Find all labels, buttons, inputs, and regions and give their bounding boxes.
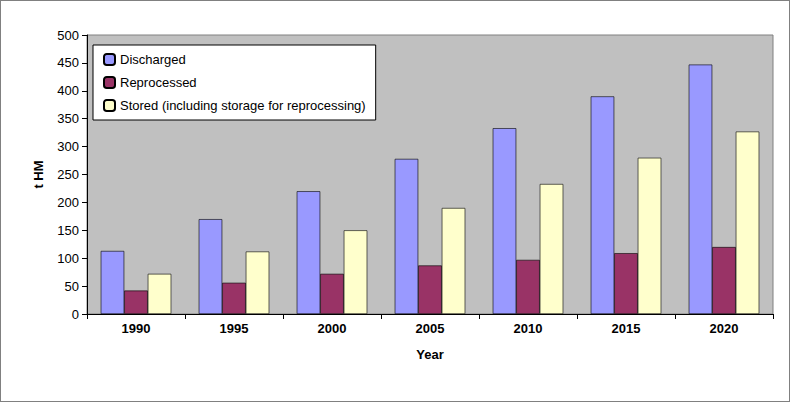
svg-text:250: 250 <box>57 167 79 182</box>
svg-text:500: 500 <box>57 28 79 43</box>
svg-text:Discharged: Discharged <box>120 52 186 67</box>
svg-text:0: 0 <box>72 307 79 322</box>
svg-text:350: 350 <box>57 111 79 126</box>
svg-text:450: 450 <box>57 55 79 70</box>
svg-text:200: 200 <box>57 195 79 210</box>
svg-text:300: 300 <box>57 139 79 154</box>
svg-text:Reprocessed: Reprocessed <box>120 75 197 90</box>
svg-text:2015: 2015 <box>612 321 641 336</box>
svg-text:150: 150 <box>57 223 79 238</box>
svg-text:400: 400 <box>57 83 79 98</box>
svg-text:Stored (including storage for: Stored (including storage for reprocessi… <box>120 98 366 113</box>
svg-text:50: 50 <box>65 279 79 294</box>
svg-text:2005: 2005 <box>416 321 445 336</box>
svg-text:t HM: t HM <box>31 160 46 188</box>
svg-text:2010: 2010 <box>514 321 543 336</box>
svg-text:1995: 1995 <box>220 321 249 336</box>
svg-text:Year: Year <box>416 347 443 362</box>
svg-text:2000: 2000 <box>318 321 347 336</box>
svg-text:1990: 1990 <box>122 321 151 336</box>
svg-text:2020: 2020 <box>710 321 739 336</box>
svg-text:100: 100 <box>57 251 79 266</box>
